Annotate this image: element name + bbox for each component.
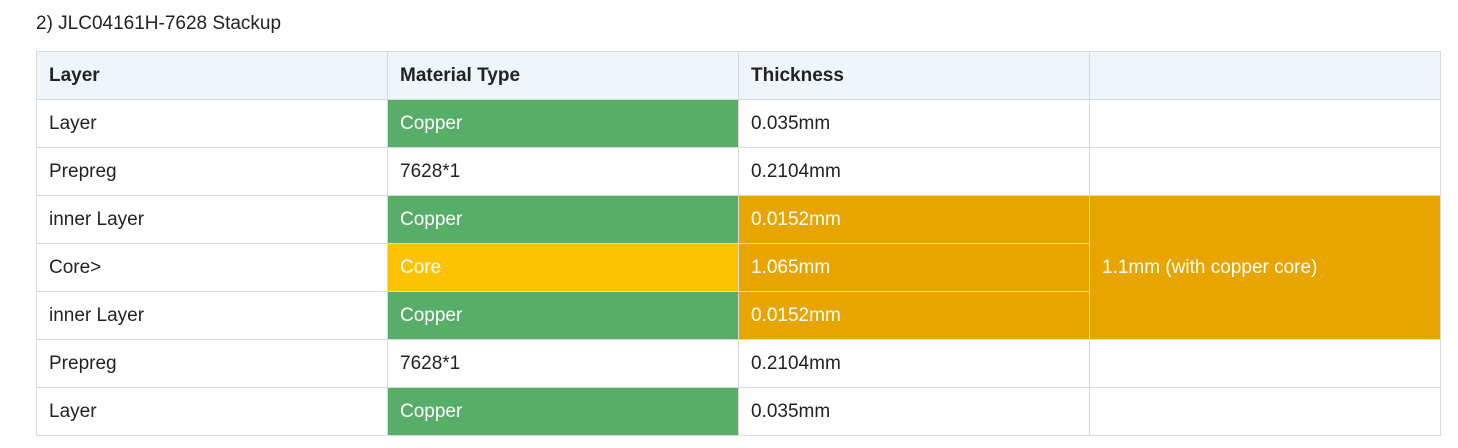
cell-layer: Layer bbox=[36, 99, 388, 148]
cell-layer: Core> bbox=[36, 243, 388, 292]
cell-layer: inner Layer bbox=[36, 291, 388, 340]
header-layer: Layer bbox=[36, 51, 388, 100]
cell-material: Copper bbox=[387, 291, 739, 340]
table-row: inner Layer Copper 0.0152mm bbox=[36, 291, 1441, 340]
table-row: Layer Copper 0.035mm bbox=[36, 387, 1441, 436]
header-total bbox=[1089, 51, 1441, 100]
core-total-cell: 1.1mm (with copper core) bbox=[1089, 195, 1441, 340]
cell-material: Copper bbox=[387, 387, 739, 436]
cell-material: Copper bbox=[387, 195, 739, 244]
cell-material: Core bbox=[387, 243, 739, 292]
cell-thickness: 0.035mm bbox=[738, 387, 1090, 436]
cell-material: Copper bbox=[387, 99, 739, 148]
cell-layer: Prepreg bbox=[36, 147, 388, 196]
table-header-row: Layer Material Type Thickness bbox=[36, 51, 1441, 100]
cell-layer: inner Layer bbox=[36, 195, 388, 244]
stackup-table: Layer Material Type Thickness Layer Copp… bbox=[36, 51, 1441, 436]
table-row: Core> Core 1.065mm bbox=[36, 243, 1441, 292]
cell-thickness: 0.0152mm bbox=[738, 291, 1090, 340]
header-thickness: Thickness bbox=[738, 51, 1090, 100]
header-material-type: Material Type bbox=[387, 51, 739, 100]
cell-empty bbox=[1089, 339, 1441, 388]
table-row: Prepreg 7628*1 0.2104mm bbox=[36, 147, 1441, 196]
cell-thickness: 0.2104mm bbox=[738, 147, 1090, 196]
cell-layer: Layer bbox=[36, 387, 388, 436]
table-row: inner Layer Copper 0.0152mm 1.1mm (with … bbox=[36, 195, 1441, 340]
section-heading: 2) JLC04161H-7628 Stackup bbox=[36, 13, 282, 34]
cell-empty bbox=[1089, 147, 1441, 196]
cell-empty bbox=[1089, 99, 1441, 148]
cell-thickness: 0.0152mm bbox=[738, 195, 1090, 244]
cell-empty bbox=[1089, 387, 1441, 436]
table-row: Layer Copper 0.035mm bbox=[36, 99, 1441, 148]
table-row: Prepreg 7628*1 0.2104mm bbox=[36, 339, 1441, 388]
cell-thickness: 1.065mm bbox=[738, 243, 1090, 292]
cell-thickness: 0.035mm bbox=[738, 99, 1090, 148]
cell-thickness: 0.2104mm bbox=[738, 339, 1090, 388]
cell-material: 7628*1 bbox=[387, 339, 739, 388]
cell-layer: Prepreg bbox=[36, 339, 388, 388]
cell-material: 7628*1 bbox=[387, 147, 739, 196]
